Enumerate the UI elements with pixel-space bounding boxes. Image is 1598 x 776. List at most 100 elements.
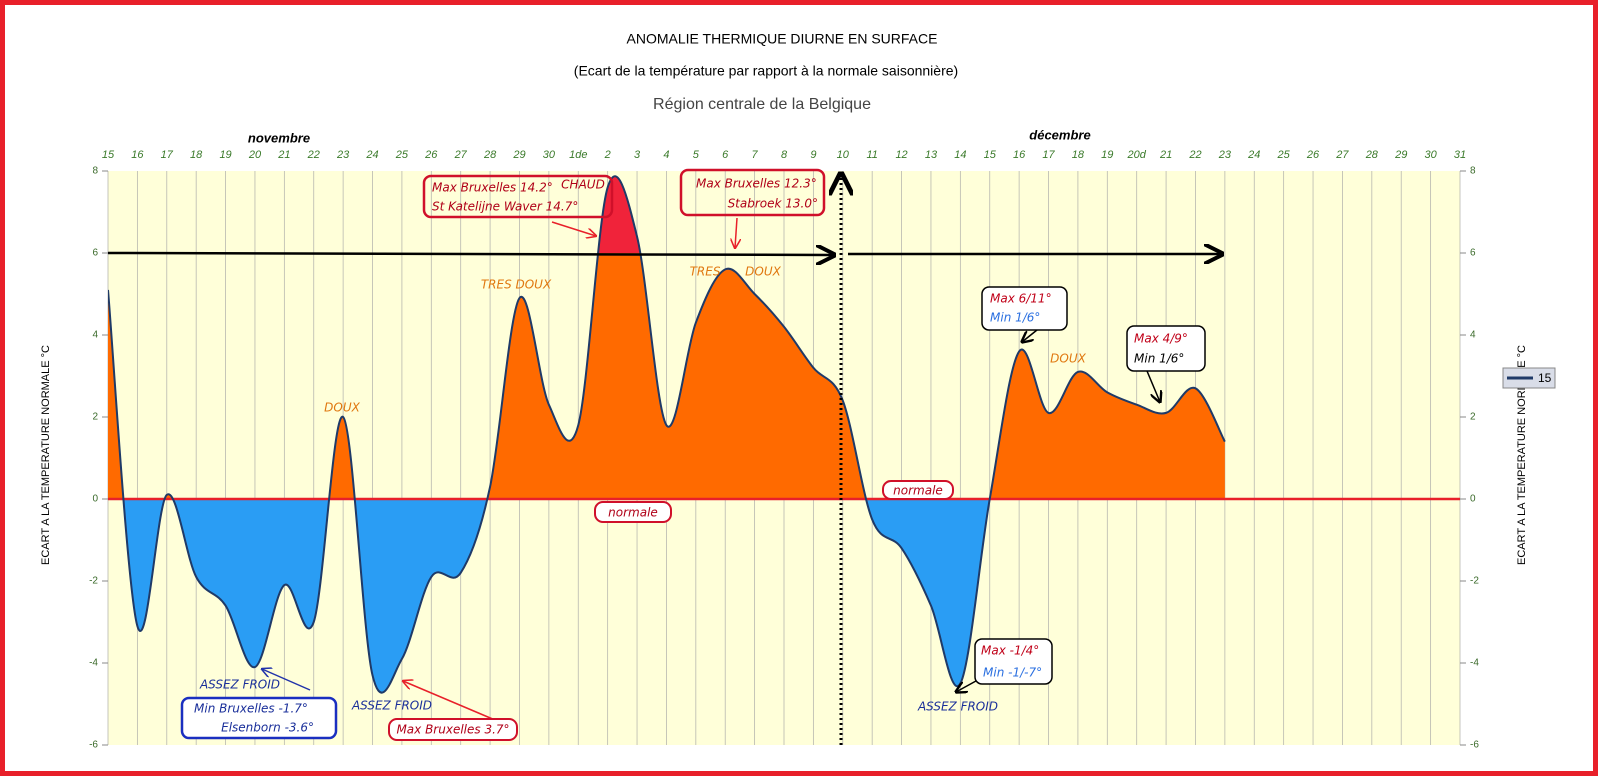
annotation: Min -1/-7° xyxy=(983,666,1042,680)
annotation: DOUX xyxy=(324,401,360,415)
chart: ANOMALIE THERMIQUE DIURNE EN SURFACE (Ec… xyxy=(40,31,1556,751)
y-tick-label: 2 xyxy=(1470,412,1476,423)
annotation-box xyxy=(981,286,1068,331)
x-tick-label: 10 xyxy=(837,149,850,161)
area-fill xyxy=(108,253,1225,499)
x-tick-label: 15 xyxy=(984,149,997,161)
annotation: Max Bruxelles 3.7° xyxy=(396,723,509,737)
x-tick-label: 23 xyxy=(336,149,350,161)
x-tick-label: 25 xyxy=(395,149,409,161)
month-label: décembre xyxy=(1029,127,1090,142)
annotation-box xyxy=(882,480,954,500)
arrow xyxy=(1146,370,1160,402)
x-tick-label: 13 xyxy=(925,149,938,161)
x-tick-label: 22 xyxy=(307,149,320,161)
annotation-box xyxy=(594,501,672,523)
region: Région centrale de la Belgique xyxy=(653,96,871,113)
annotation: TRES DOUX xyxy=(481,278,552,292)
arrow xyxy=(551,221,596,236)
arrow xyxy=(107,253,834,255)
annotation: Min 1/6° xyxy=(1134,352,1184,366)
x-tick-label: 11 xyxy=(866,149,877,161)
y-tick-label: 0 xyxy=(92,494,98,505)
x-tick-label: 18 xyxy=(190,149,203,161)
area-fill xyxy=(108,499,1225,693)
x-tick-label: 14 xyxy=(954,149,966,161)
x-tick-label: 12 xyxy=(895,149,907,161)
legend-label: 15 xyxy=(1538,371,1552,385)
x-tick-label: 16 xyxy=(131,149,144,161)
annotation: CHAUD xyxy=(561,178,605,192)
y-tick-label: 2 xyxy=(92,412,98,423)
legend: 15 xyxy=(1502,367,1556,389)
annotation: Min 1/6° xyxy=(990,311,1040,325)
x-tick-label: 8 xyxy=(781,149,788,161)
x-tick-label: 6 xyxy=(722,149,729,161)
x-tick-label: 28 xyxy=(483,149,497,161)
annotation: Max Bruxelles 14.2° xyxy=(432,181,553,195)
y-tick-label: -4 xyxy=(1470,658,1479,669)
annotation: Max Bruxelles 12.3° xyxy=(696,177,817,191)
y-tick-label: 8 xyxy=(92,166,98,177)
y-tick-label: 6 xyxy=(92,248,98,259)
annotation: Min Bruxelles -1.7° xyxy=(194,702,308,716)
x-tick-label: 4 xyxy=(663,149,669,161)
x-tick-label: 20 xyxy=(248,149,262,161)
annotation-box xyxy=(974,638,1053,685)
x-tick-label: 23 xyxy=(1218,149,1232,161)
x-tick-label: 15 xyxy=(102,149,115,161)
annotation: St Katelijne Waver 14.7° xyxy=(432,200,578,214)
annotation-box xyxy=(180,696,338,740)
y-tick-label: 6 xyxy=(1470,248,1476,259)
x-tick-label: 29 xyxy=(1394,149,1407,161)
x-tick-label: 21 xyxy=(277,149,290,161)
y-tick-label: -6 xyxy=(1470,740,1479,751)
x-tick-label: 30 xyxy=(543,149,556,161)
annotation: Elsenborn -3.6° xyxy=(221,721,314,735)
annotation-box xyxy=(679,168,826,217)
annotation-box xyxy=(1126,325,1206,372)
area-fill xyxy=(598,176,641,253)
y-tick-label: 0 xyxy=(1470,494,1476,505)
annotation: ASSEZ FROID xyxy=(199,678,280,692)
x-tick-label: 5 xyxy=(693,149,700,161)
y-tick-label: -2 xyxy=(89,576,98,587)
x-tick-label: 19 xyxy=(219,149,231,161)
x-tick-label: 21 xyxy=(1159,149,1172,161)
x-tick-label: 2 xyxy=(604,149,611,161)
annotation: normale xyxy=(893,484,943,498)
y-axis-label: ECART A LA TEMPERATURE NORMALE °C xyxy=(1516,345,1528,565)
annotation: DOUX xyxy=(745,265,781,279)
annotation: DOUX xyxy=(1050,352,1086,366)
x-tick-label: 29 xyxy=(512,149,525,161)
annotation: Stabroek 13.0° xyxy=(728,197,818,211)
x-tick-label: 27 xyxy=(454,149,468,161)
subtitle: (Ecart de la température par rapport à l… xyxy=(574,63,958,79)
annotation: ASSEZ FROID xyxy=(351,699,432,713)
arrow xyxy=(1022,329,1038,342)
arrow xyxy=(735,217,737,248)
annotation-box xyxy=(422,174,614,219)
x-tick-label: 18 xyxy=(1072,149,1085,161)
arrow xyxy=(403,681,496,721)
x-tick-label: 26 xyxy=(424,149,438,161)
x-tick-label: 9 xyxy=(810,149,816,161)
x-tick-label: 30 xyxy=(1424,149,1437,161)
x-tick-label: 28 xyxy=(1365,149,1379,161)
y-axis-label: ECART A LA TEMPERATURE NORMALE °C xyxy=(40,345,52,565)
x-tick-label: 31 xyxy=(1454,149,1466,161)
y-tick-label: -2 xyxy=(1470,576,1479,587)
annotation: Max 4/9° xyxy=(1134,332,1188,346)
x-tick-label: 26 xyxy=(1306,149,1320,161)
y-tick-label: -6 xyxy=(89,740,98,751)
y-tick-label: 8 xyxy=(1470,166,1476,177)
x-tick-label: 16 xyxy=(1013,149,1026,161)
annotation-box xyxy=(388,718,518,741)
x-tick-label: 24 xyxy=(365,149,378,161)
x-tick-label: 1de xyxy=(569,149,587,161)
x-tick-label: 17 xyxy=(1042,149,1055,161)
x-tick-label: 3 xyxy=(634,149,641,161)
x-tick-label: 24 xyxy=(1247,149,1260,161)
x-tick-label: 25 xyxy=(1277,149,1291,161)
